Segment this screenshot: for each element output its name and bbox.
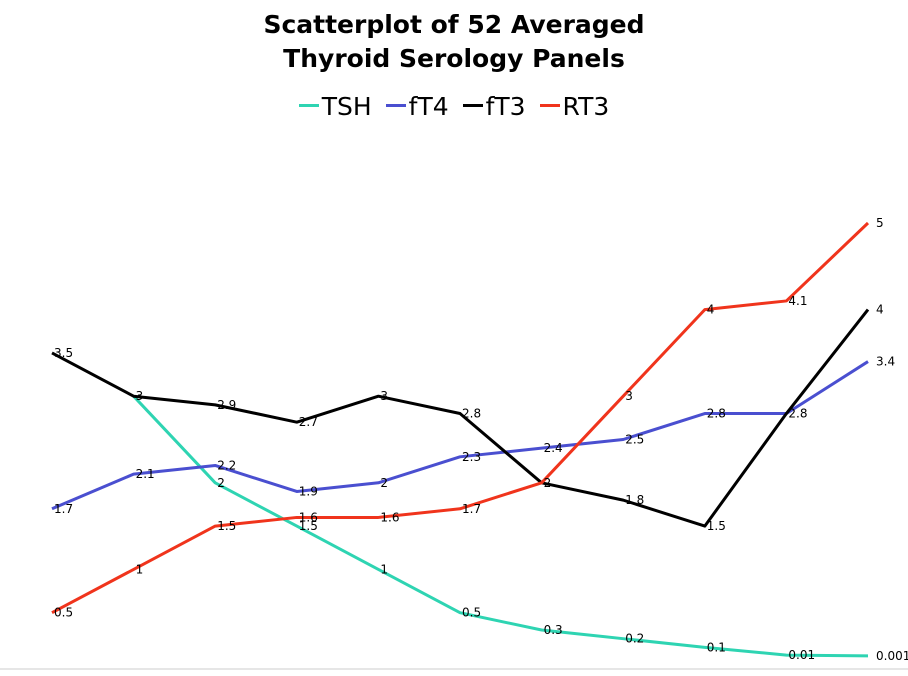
chart-legend: TSH fT4 fT3 RT3 xyxy=(0,92,908,122)
data-label-ft4-11: 3.4 xyxy=(876,355,895,369)
data-label-tsh-3: 2 xyxy=(217,476,225,490)
data-label-ft3-8: 1.8 xyxy=(625,493,644,507)
legend-item-ft3: fT3 xyxy=(462,92,526,122)
chart-title: Scatterplot of 52 Averaged Thyroid Serol… xyxy=(0,8,908,76)
data-label-ft3-4: 2.7 xyxy=(299,415,318,429)
data-label-ft3-7: 2 xyxy=(544,476,552,490)
data-label-ft3-6: 2.8 xyxy=(462,407,481,421)
data-label-ft4-3: 2.2 xyxy=(217,458,236,472)
data-label-tsh-8: 0.2 xyxy=(625,632,644,646)
data-label-rt3-4: 1.6 xyxy=(299,510,318,524)
data-label-tsh-10: 0.01 xyxy=(788,648,815,662)
data-label-rt3-3: 1.5 xyxy=(217,519,236,533)
data-label-rt3-9: 4 xyxy=(707,303,715,317)
legend-label-tsh: TSH xyxy=(321,92,372,121)
data-label-ft4-9: 2.8 xyxy=(707,407,726,421)
legend-label-ft4: fT4 xyxy=(408,92,449,121)
data-label-rt3-8: 3 xyxy=(625,389,633,403)
series-line-ft4 xyxy=(51,360,869,511)
data-label-rt3-11: 5 xyxy=(876,216,884,230)
chart-title-line-1: Scatterplot of 52 Averaged xyxy=(263,10,645,39)
data-label-rt3-2: 1 xyxy=(136,562,144,576)
data-label-ft3-3: 2.9 xyxy=(217,398,236,412)
chart-title-line-2: Thyroid Serology Panels xyxy=(283,44,625,73)
series-line-ft3 xyxy=(51,308,870,528)
data-label-rt3-6: 1.7 xyxy=(462,502,481,516)
data-label-ft3-9: 1.5 xyxy=(707,519,726,533)
data-label-ft4-7: 2.4 xyxy=(544,441,563,455)
data-label-ft3-1: 3.5 xyxy=(54,346,73,360)
data-label-ft4-8: 2.5 xyxy=(625,433,644,447)
legend-item-ft4: fT4 xyxy=(385,92,449,122)
legend-swatch-tsh xyxy=(298,103,319,107)
legend-item-rt3: RT3 xyxy=(539,92,610,122)
data-label-rt3-1: 0.5 xyxy=(54,606,73,620)
series-line-rt3 xyxy=(51,221,870,615)
legend-label-ft3: fT3 xyxy=(485,92,526,121)
legend-item-tsh: TSH xyxy=(298,92,372,122)
data-label-ft4-6: 2.3 xyxy=(462,450,481,464)
series-line-tsh xyxy=(132,395,869,658)
data-label-ft4-10: 2.8 xyxy=(788,407,807,421)
data-label-tsh-11: 0.001 xyxy=(876,649,908,663)
data-label-ft4-1: 1.7 xyxy=(54,502,73,516)
legend-swatch-ft4 xyxy=(385,103,406,107)
data-label-ft3-11: 4 xyxy=(876,303,884,317)
data-label-ft4-2: 2.1 xyxy=(136,467,155,481)
data-label-tsh-9: 0.1 xyxy=(707,640,726,654)
data-label-tsh-4: 1.5 xyxy=(299,519,318,533)
legend-label-rt3: RT3 xyxy=(562,92,610,121)
data-label-rt3-5: 1.6 xyxy=(380,510,399,524)
data-label-ft4-5: 2 xyxy=(380,476,388,490)
data-label-tsh-7: 0.3 xyxy=(544,623,563,637)
data-label-tsh-5: 1 xyxy=(380,562,388,576)
data-label-ft4-4: 1.9 xyxy=(299,484,318,498)
data-label-ft3-2: 3 xyxy=(136,389,144,403)
data-label-tsh-6: 0.5 xyxy=(462,606,481,620)
data-label-rt3-10: 4.1 xyxy=(788,294,807,308)
legend-swatch-rt3 xyxy=(539,103,560,107)
data-label-ft3-5: 3 xyxy=(380,389,388,403)
legend-swatch-ft3 xyxy=(462,103,483,107)
